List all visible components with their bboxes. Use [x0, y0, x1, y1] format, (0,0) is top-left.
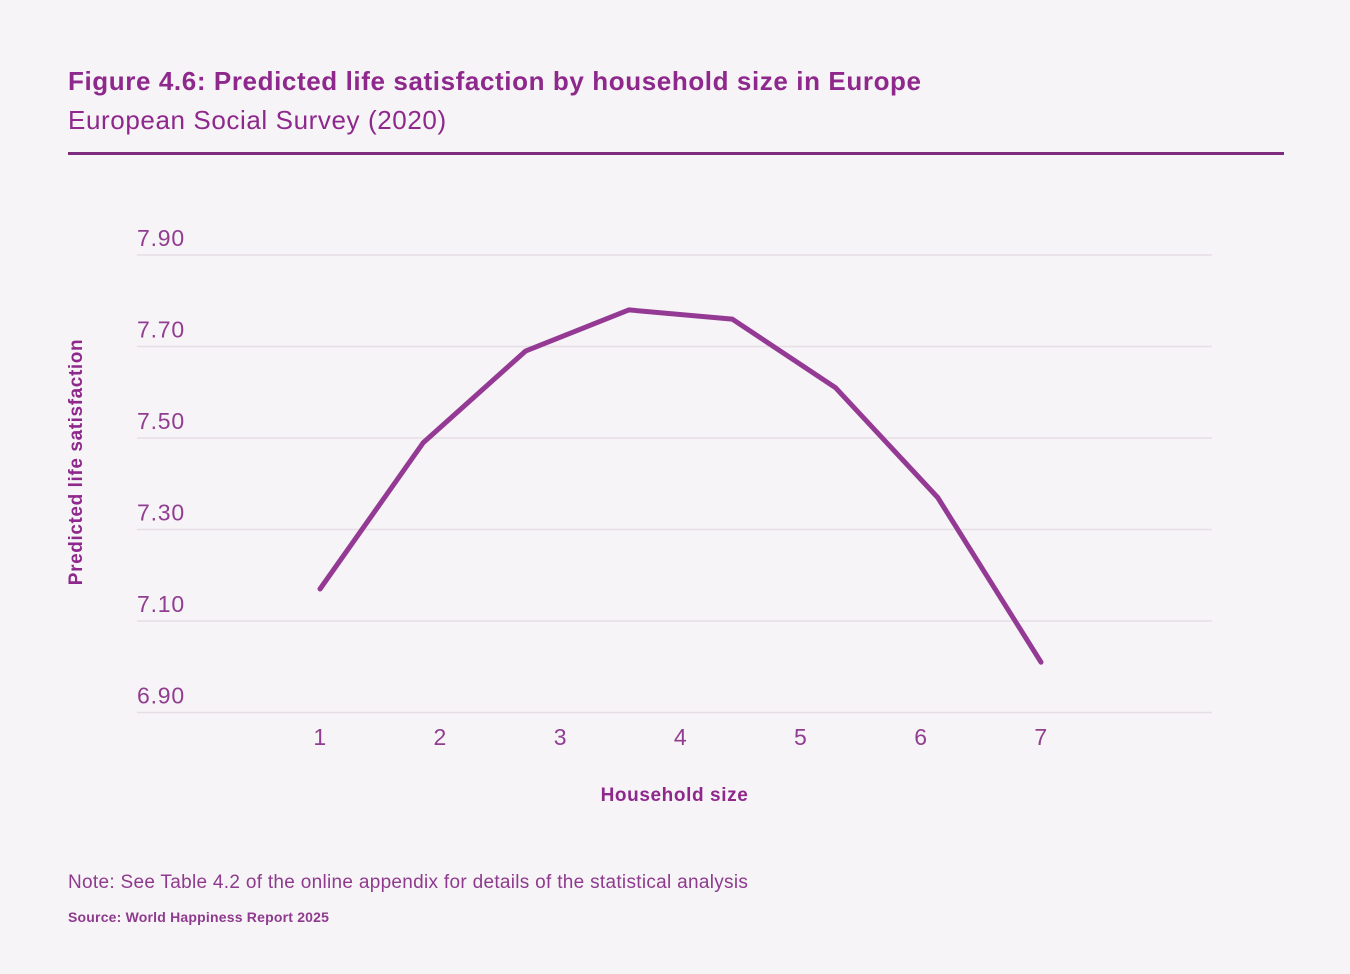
title-divider-rule — [68, 152, 1284, 155]
x-tick-label: 4 — [674, 724, 687, 750]
x-tick-label: 1 — [313, 724, 326, 750]
y-tick-label: 6.90 — [137, 683, 185, 709]
note-text: Note: See Table 4.2 of the online append… — [68, 872, 749, 893]
y-tick-label: 7.90 — [137, 225, 185, 251]
y-tick-label: 7.70 — [137, 317, 185, 343]
x-tick-label: 6 — [914, 724, 927, 750]
figure-title: Figure 4.6: Predicted life satisfaction … — [68, 66, 922, 96]
y-tick-label: 7.10 — [137, 591, 185, 617]
x-axis-title: Household size — [600, 785, 749, 806]
series-line — [317, 307, 1044, 665]
source-text: Source: World Happiness Report 2025 — [68, 909, 330, 925]
x-tick-label: 5 — [794, 724, 807, 750]
y-tick-label: 7.50 — [137, 408, 185, 434]
x-tick-label: 3 — [554, 724, 567, 750]
figure-subtitle: European Social Survey (2020) — [68, 105, 447, 135]
x-tick-label: 2 — [434, 724, 447, 750]
x-tick-label: 7 — [1034, 724, 1047, 750]
y-tick-label: 7.30 — [137, 500, 185, 526]
